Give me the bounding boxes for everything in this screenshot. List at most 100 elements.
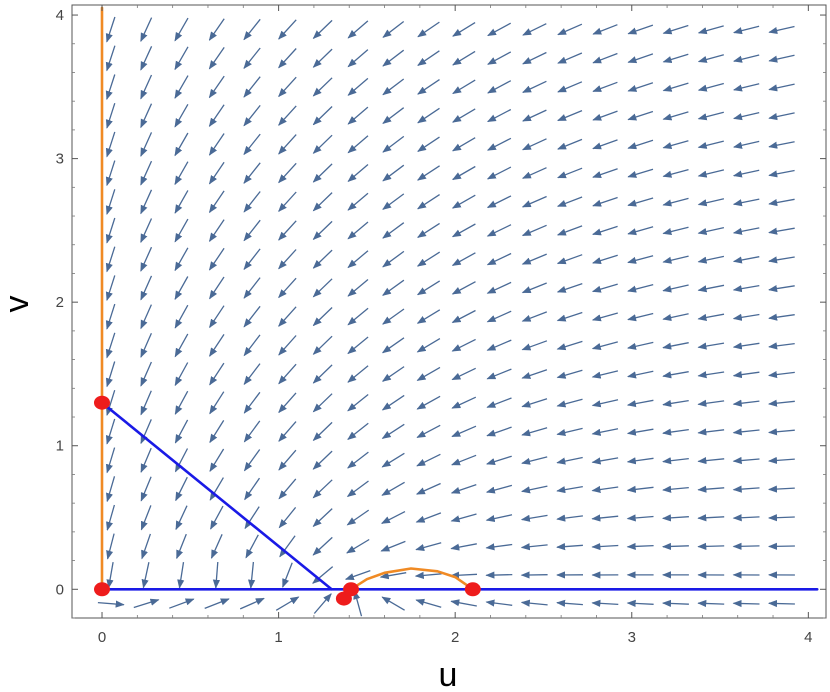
vector-arrow	[313, 593, 332, 614]
nullclines	[100, 6, 819, 591]
vector-arrow	[451, 252, 476, 266]
vector-arrow	[556, 225, 583, 236]
x-tick-label: 2	[451, 629, 459, 646]
vector-arrow	[381, 423, 405, 439]
equilibrium-point	[464, 582, 481, 597]
vector-arrow	[452, 22, 476, 37]
vector-arrow	[451, 454, 477, 466]
vector-arrow	[312, 48, 333, 68]
vector-arrow	[520, 543, 548, 551]
vector-arrow	[243, 305, 261, 328]
vector-arrow	[662, 514, 689, 522]
vector-arrow	[243, 363, 261, 386]
vector-arrow	[697, 25, 724, 35]
vector-arrow	[382, 250, 405, 268]
vector-arrow	[312, 508, 333, 528]
vector-arrow	[626, 599, 654, 607]
vector-arrow	[451, 194, 476, 209]
vector-arrow	[732, 313, 760, 321]
vector-arrow	[208, 75, 225, 99]
vector-arrow	[278, 506, 297, 529]
vector-arrow	[486, 310, 512, 323]
vector-arrow	[697, 399, 725, 407]
vector-arrow	[486, 137, 512, 151]
vector-arrow	[626, 428, 654, 436]
vector-arrow	[697, 82, 724, 92]
vector-arrow	[140, 476, 152, 502]
vector-arrow	[416, 453, 441, 467]
vector-arrow	[209, 305, 225, 329]
vector-arrow	[485, 484, 513, 494]
vector-arrow	[382, 135, 405, 153]
vector-arrow	[521, 311, 548, 322]
vector-arrow	[521, 485, 548, 494]
vector-arrow	[768, 485, 795, 493]
vector-arrow	[312, 278, 333, 298]
vector-arrow	[662, 168, 689, 178]
vector-arrow	[140, 46, 153, 71]
vector-arrow	[556, 282, 583, 293]
vector-arrow	[416, 309, 441, 324]
vector-arrow	[662, 371, 689, 379]
vector-arrow	[140, 419, 152, 445]
vector-field-arrows	[97, 16, 795, 617]
vector-arrow	[627, 226, 654, 236]
vector-arrow	[278, 134, 297, 155]
vector-arrow	[592, 196, 618, 207]
vector-arrow	[347, 135, 369, 154]
vector-arrow	[174, 448, 189, 473]
vector-arrow	[278, 277, 297, 299]
vector-arrow	[282, 562, 293, 588]
vector-arrow	[140, 275, 153, 301]
vector-arrow	[626, 514, 654, 522]
vector-arrow	[169, 598, 195, 609]
vector-arrow	[174, 419, 189, 444]
vector-arrow	[312, 77, 333, 97]
plot-frame	[71, 4, 827, 619]
vector-arrow	[312, 249, 333, 269]
vector-arrow	[732, 227, 760, 235]
vector-arrow	[140, 17, 153, 43]
vector-arrow	[627, 255, 654, 264]
vector-arrow	[556, 340, 583, 351]
vector-arrow	[697, 140, 724, 149]
vector-arrow	[697, 428, 725, 436]
vector-arrow	[176, 533, 187, 560]
vector-arrow	[486, 368, 512, 380]
orange-nullcline-1	[349, 567, 475, 591]
vector-arrow	[210, 505, 224, 530]
vector-arrow	[732, 284, 760, 293]
vector-arrow	[662, 428, 689, 436]
vector-arrow	[105, 303, 116, 330]
vector-arrow	[627, 370, 654, 379]
vector-arrow	[208, 219, 225, 242]
vector-arrow	[209, 391, 225, 415]
vector-arrow	[697, 284, 725, 293]
vector-arrow	[522, 109, 547, 122]
vector-arrow	[344, 569, 371, 580]
vector-arrow	[414, 571, 442, 579]
vector-arrow	[243, 248, 261, 271]
vector-arrow	[278, 392, 297, 414]
vector-arrow	[557, 138, 583, 150]
vector-arrow	[174, 218, 189, 243]
vector-arrow	[379, 572, 407, 580]
vector-arrow	[312, 335, 333, 355]
vector-arrow	[312, 163, 333, 183]
vector-arrow	[733, 83, 760, 92]
vector-arrow	[521, 253, 547, 265]
vector-arrow	[450, 483, 477, 494]
vector-arrow	[382, 164, 405, 182]
vector-arrow	[417, 50, 440, 66]
vector-arrow	[733, 54, 760, 63]
vector-arrow	[381, 481, 405, 496]
x-tick-label: 1	[274, 629, 282, 646]
vector-arrow	[768, 83, 795, 92]
vector-arrow	[591, 514, 619, 522]
vector-arrow	[382, 49, 405, 67]
vector-arrow	[627, 312, 654, 322]
vector-arrow	[382, 107, 405, 124]
vector-arrow	[106, 561, 114, 589]
vector-arrow	[380, 540, 406, 552]
vector-arrow	[697, 226, 725, 235]
